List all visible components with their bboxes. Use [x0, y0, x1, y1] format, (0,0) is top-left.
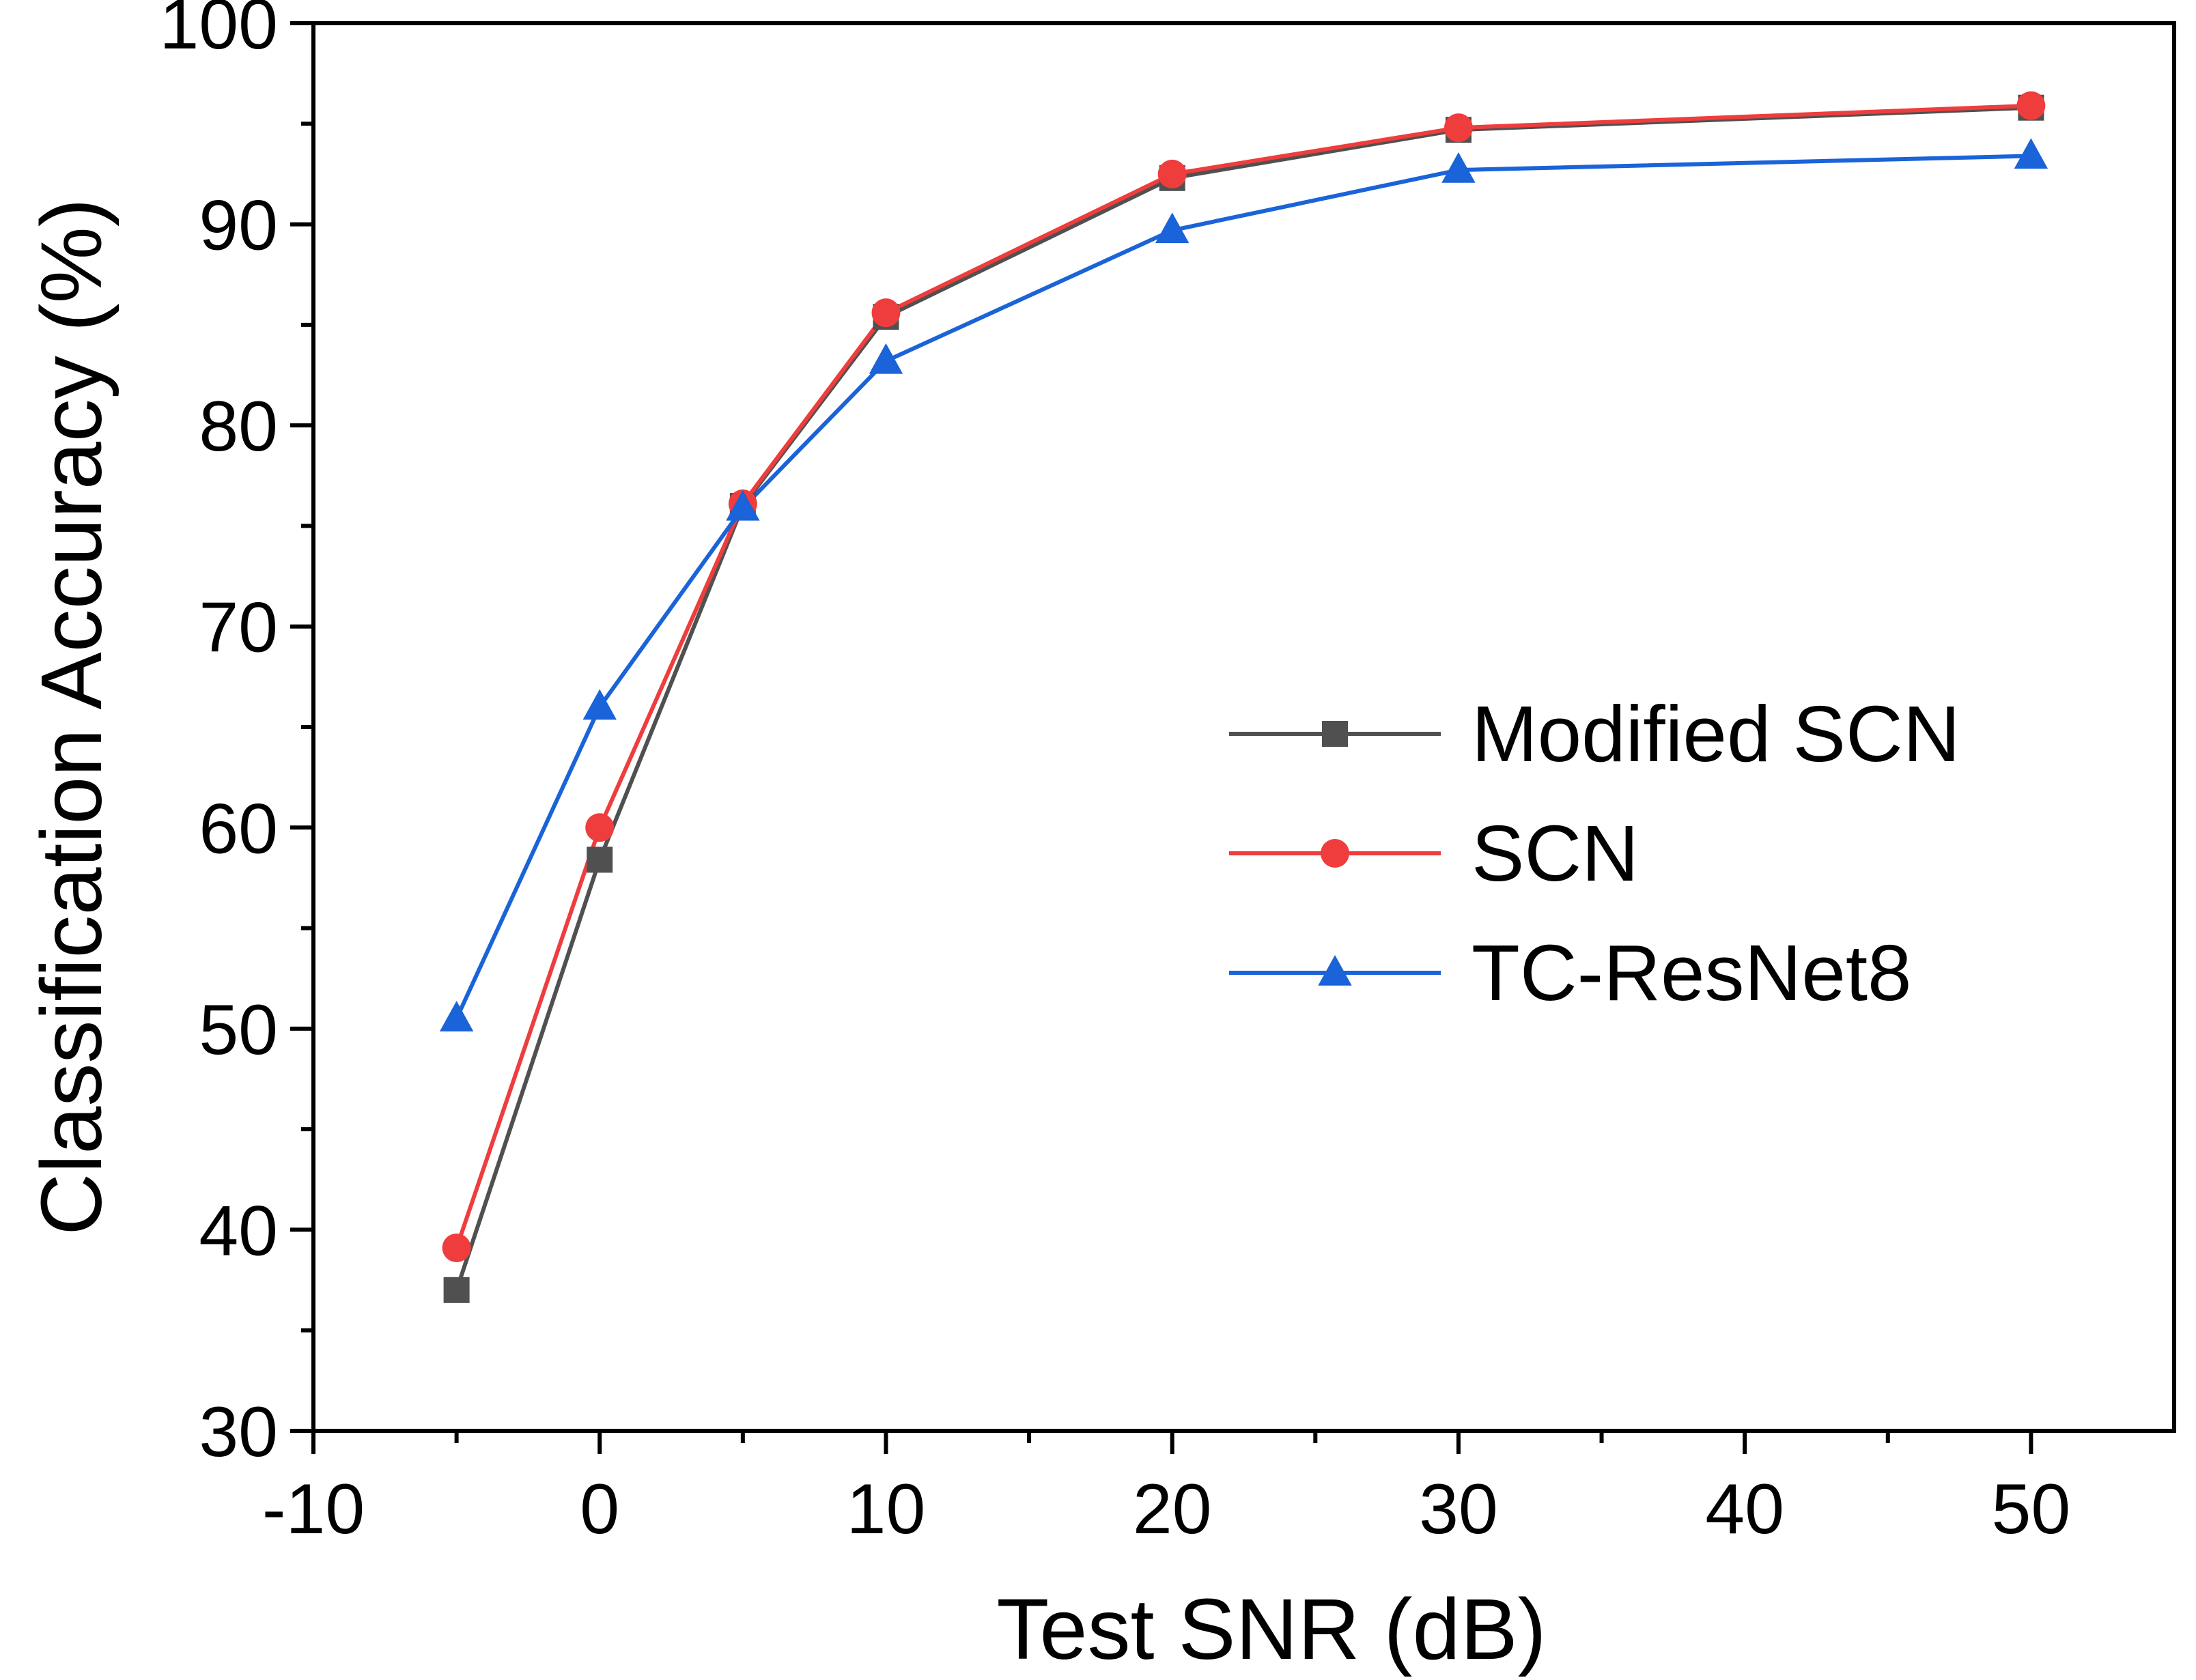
x-tick-label: -10: [262, 1470, 365, 1549]
x-tick-label: 0: [580, 1470, 619, 1549]
data-point-scn: [1157, 159, 1187, 188]
y-axis-ticks: 30 40 50 60 70 80 90 100: [159, 0, 313, 1472]
x-tick-label: 50: [1992, 1470, 2071, 1549]
x-tick-label: 10: [847, 1470, 926, 1549]
x-tick-label: 30: [1419, 1470, 1498, 1549]
data-point-tc-resnet8: [582, 689, 617, 720]
data-point-tc-resnet8: [1441, 152, 1476, 183]
y-tick-label: 60: [199, 789, 278, 868]
data-point-tc-resnet8: [869, 343, 903, 374]
x-tick-label: 40: [1705, 1470, 1784, 1549]
y-tick-label: 70: [199, 588, 278, 668]
y-tick-label: 90: [199, 186, 278, 266]
series-line-scn: [454, 103, 2031, 1249]
data-point-tc-resnet8: [1155, 212, 1190, 244]
data-point-tc-resnet8: [726, 489, 760, 521]
legend-label-tc-resnet8: TC-ResNet8: [1472, 928, 1912, 1017]
series-markers: [439, 91, 2049, 1303]
data-point-scn: [871, 298, 901, 328]
legend-marker-tc-resnet8: [1318, 955, 1352, 986]
data-point-tc-resnet8: [439, 1001, 474, 1031]
x-axis-ticks: -10 0 10 20 30 40 50: [262, 1431, 2070, 1549]
y-tick-label: 40: [199, 1191, 278, 1270]
y-tick-label: 80: [199, 387, 278, 466]
x-tick-label: 20: [1133, 1470, 1212, 1549]
y-tick-label: 100: [159, 0, 278, 64]
legend-label-scn: SCN: [1472, 809, 1639, 898]
legend-marker-modified-scn: [1322, 721, 1348, 747]
x-axis-title: Test SNR (dB): [996, 1581, 1546, 1677]
legend-label-modified-scn: Modified SCN: [1472, 689, 1960, 778]
y-axis-title: Classification Accuracy (%): [23, 198, 119, 1235]
data-point-scn: [1444, 113, 1473, 143]
data-point-scn: [442, 1233, 471, 1262]
y-tick-label: 50: [199, 991, 278, 1070]
legend: Modified SCN SCN TC-ResNet8: [1229, 689, 1960, 1017]
series-line-tc-resnet8: [454, 154, 2031, 1020]
data-point-modified-scn: [587, 846, 613, 873]
data-point-scn: [585, 813, 615, 842]
legend-marker-scn: [1321, 839, 1349, 868]
data-point-tc-resnet8: [2014, 138, 2049, 169]
data-point-scn: [2016, 91, 2046, 120]
data-point-modified-scn: [443, 1277, 470, 1303]
y-tick-label: 30: [199, 1393, 278, 1472]
